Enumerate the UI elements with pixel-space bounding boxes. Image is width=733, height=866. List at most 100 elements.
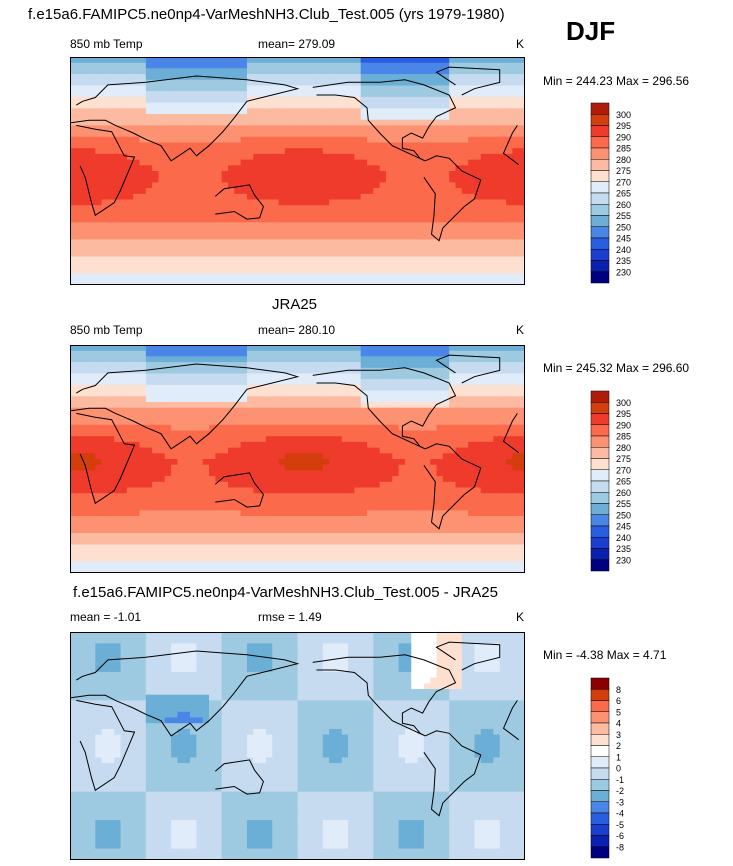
heatmap-cell	[215, 159, 223, 166]
heatmap-cell	[303, 390, 311, 397]
heatmap-cell	[70, 487, 77, 494]
heatmap-cell	[284, 279, 292, 285]
heatmap-cell	[215, 504, 223, 511]
heatmap-cell	[518, 142, 525, 149]
heatmap-cell	[379, 79, 387, 86]
heatmap-cell	[417, 481, 425, 488]
heatmap-cell	[348, 216, 355, 223]
heatmap-cell	[367, 441, 374, 448]
heatmap-cell	[202, 216, 210, 223]
heatmap-cell	[183, 91, 191, 98]
heatmap-cell	[139, 125, 147, 132]
heatmap-cell	[202, 250, 210, 257]
heatmap-cell	[417, 419, 425, 426]
heatmap-cell	[461, 136, 469, 143]
heatmap-cell	[101, 210, 109, 217]
heatmap-cell	[348, 498, 355, 505]
heatmap-cell	[423, 131, 431, 138]
heatmap-cell	[202, 498, 210, 505]
heatmap-cell	[190, 498, 197, 505]
heatmap-cell	[385, 188, 393, 195]
heatmap-cell	[398, 262, 406, 269]
heatmap-cell	[265, 279, 273, 285]
heatmap-cell	[329, 436, 336, 443]
heatmap-cell	[145, 384, 153, 391]
heatmap-cell	[487, 114, 494, 121]
heatmap-cell	[152, 396, 159, 403]
heatmap-cell	[126, 464, 134, 471]
heatmap-cell	[196, 79, 204, 86]
heatmap-cell	[335, 356, 343, 363]
heatmap-cell	[367, 447, 374, 454]
heatmap-cell	[171, 85, 178, 92]
heatmap-cell	[499, 356, 507, 363]
heatmap-cell	[265, 413, 273, 420]
heatmap-cell	[379, 384, 387, 391]
heatmap-cell	[133, 176, 140, 183]
heatmap-cell	[107, 79, 115, 86]
heatmap-cell	[202, 279, 210, 285]
heatmap-cell	[474, 256, 482, 263]
heatmap-cell	[291, 498, 298, 505]
heatmap-cell	[227, 390, 235, 397]
heatmap-cell	[512, 345, 520, 352]
heatmap-cell	[284, 125, 292, 132]
heatmap-cell	[202, 125, 210, 132]
heatmap-cell	[367, 487, 374, 494]
heatmap-cell	[385, 345, 393, 352]
heatmap-cell	[310, 273, 317, 280]
heatmap-cell	[107, 273, 115, 280]
heatmap-cell	[442, 159, 450, 166]
heatmap-cell	[392, 176, 400, 183]
heatmap-cell	[379, 262, 387, 269]
heatmap-cell	[284, 79, 292, 86]
heatmap-cell	[114, 402, 121, 409]
heatmap-cell	[411, 256, 418, 263]
heatmap-cell	[114, 396, 121, 403]
heatmap-cell	[221, 267, 229, 274]
heatmap-cell	[303, 481, 311, 488]
heatmap-cell	[341, 498, 349, 505]
heatmap-cell	[133, 345, 140, 352]
heatmap-cell	[215, 419, 223, 426]
heatmap-cell	[101, 424, 109, 431]
heatmap-cell	[341, 453, 349, 460]
heatmap-cell	[367, 430, 374, 437]
heatmap-cell	[126, 193, 134, 200]
heatmap-cell	[209, 430, 216, 437]
heatmap-cell	[215, 273, 223, 280]
heatmap-cell	[499, 250, 507, 257]
heatmap-cell	[190, 273, 197, 280]
heatmap-cell	[234, 233, 242, 240]
heatmap-cell	[506, 345, 513, 352]
heatmap-cell	[487, 481, 494, 488]
heatmap-cell	[461, 119, 469, 126]
heatmap-cell	[373, 487, 381, 494]
heatmap-cell	[518, 470, 525, 477]
heatmap-cell	[246, 487, 254, 494]
heatmap-cell	[297, 407, 305, 414]
heatmap-cell	[139, 193, 147, 200]
heatmap-cell	[329, 148, 336, 155]
heatmap-cell	[335, 250, 343, 257]
heatmap-cell	[95, 350, 102, 357]
heatmap-cell	[499, 182, 507, 189]
heatmap-cell	[70, 136, 77, 143]
heatmap-cell	[404, 362, 412, 369]
heatmap-cell	[171, 464, 178, 471]
heatmap-cell	[354, 373, 362, 380]
heatmap-cell	[209, 279, 216, 285]
heatmap-cell	[455, 464, 463, 471]
heatmap-cell	[404, 262, 412, 269]
heatmap-cell	[468, 148, 475, 155]
heatmap-cell	[196, 205, 204, 212]
heatmap-cell	[133, 114, 140, 121]
heatmap-cell	[227, 176, 235, 183]
heatmap-cell	[272, 57, 279, 64]
heatmap-cell	[139, 487, 147, 494]
heatmap-cell	[449, 233, 456, 240]
heatmap-cell	[107, 419, 115, 426]
heatmap-cell	[493, 182, 501, 189]
heatmap-cell	[487, 504, 494, 511]
heatmap-cell	[291, 68, 298, 75]
